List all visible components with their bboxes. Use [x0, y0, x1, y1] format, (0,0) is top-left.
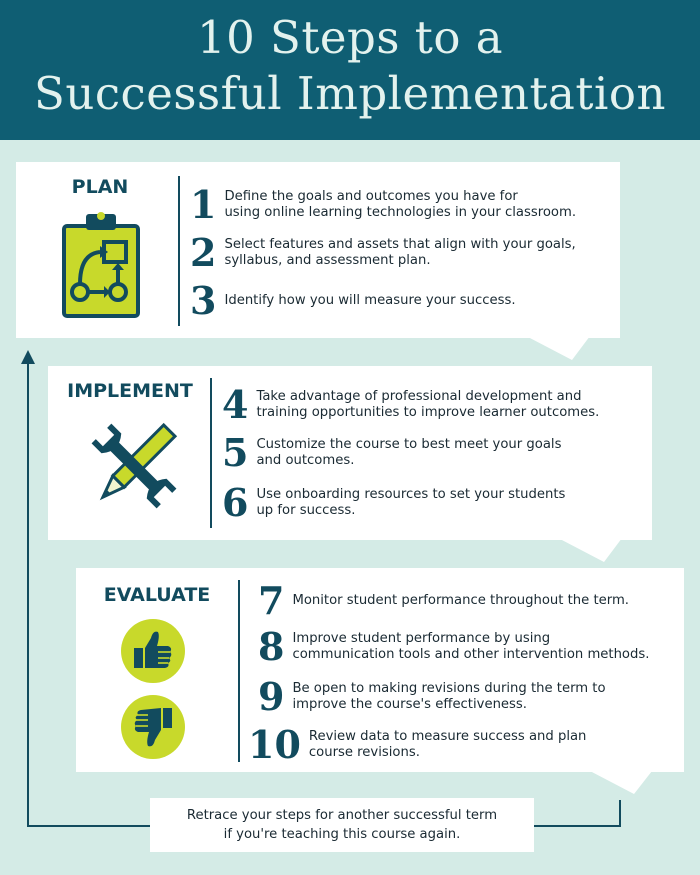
step-text: Customize the course to best meet your g… [256, 437, 562, 468]
step-number: 1 [190, 182, 217, 227]
wrench-pencil-icon [91, 422, 178, 509]
step-3: 3 Identify how you will measure your suc… [190, 282, 516, 320]
page-title-line-2: Successful Implementation [34, 67, 666, 120]
step-text: Define the goals and outcomes you have f… [224, 189, 577, 220]
step-5: 5 Customize the course to best meet your… [222, 434, 561, 472]
step-2: 2 Select features and assets that align … [190, 234, 576, 272]
step-text: Use onboarding resources to set your stu… [256, 487, 566, 518]
step-number: 7 [258, 578, 285, 623]
step-number: 2 [190, 230, 217, 275]
plan-section-label: PLAN [71, 176, 129, 198]
thumbs-up-icon [121, 619, 185, 683]
step-number: 10 [248, 722, 301, 767]
thumbs-down-icon [121, 695, 185, 759]
step-6: 6 Use onboarding resources to set your s… [222, 484, 565, 522]
step-text: Review data to measure success and plan … [308, 729, 587, 760]
step-text: Identify how you will measure your succe… [224, 293, 516, 308]
step-4: 4 Take advantage of professional develop… [222, 386, 599, 424]
step-text: Take advantage of professional developme… [256, 389, 600, 420]
page-title-line-1: 10 Steps to a [196, 11, 504, 64]
retrace-note: Retrace your steps for another successfu… [150, 798, 534, 852]
step-number: 9 [258, 674, 285, 719]
step-number: 8 [258, 624, 285, 669]
step-number: 5 [222, 430, 249, 475]
evaluate-divider [238, 580, 240, 762]
step-10: 10 Review data to measure success and pl… [248, 726, 586, 764]
clipboard-flowchart-icon [62, 212, 140, 318]
step-number: 6 [222, 480, 249, 525]
step-text: Monitor student performance throughout t… [292, 593, 629, 608]
step-text: Select features and assets that align wi… [224, 237, 576, 268]
step-7: 7 Monitor student performance throughout… [258, 582, 629, 620]
step-number: 3 [190, 278, 217, 323]
step-text: Be open to making revisions during the t… [292, 681, 606, 712]
step-1: 1 Define the goals and outcomes you have… [190, 186, 576, 224]
evaluate-section-label: EVALUATE [103, 584, 211, 606]
implement-section-label: IMPLEMENT [67, 380, 193, 402]
step-number: 4 [222, 382, 249, 427]
plan-divider [178, 176, 180, 326]
page-header: 10 Steps to a Successful Implementation [0, 0, 700, 140]
step-text: Improve student performance by using com… [292, 631, 650, 662]
implement-divider [210, 378, 212, 528]
step-9: 9 Be open to making revisions during the… [258, 678, 606, 716]
step-8: 8 Improve student performance by using c… [258, 628, 649, 666]
